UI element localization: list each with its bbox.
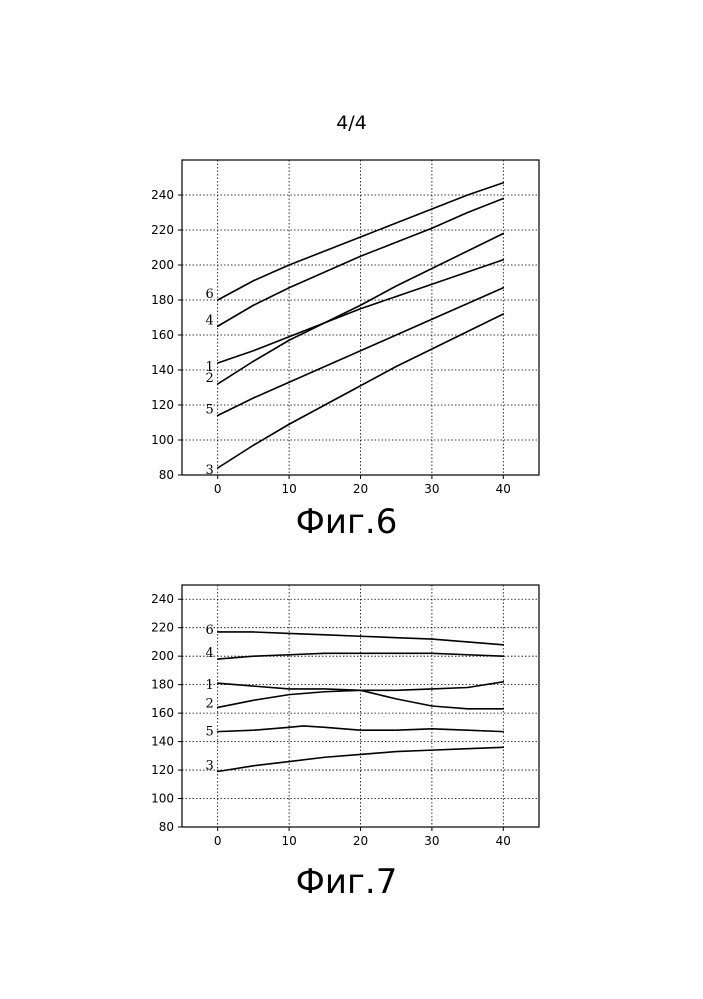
series-label-2: 2 (206, 696, 214, 711)
y-tick-label: 240 (151, 592, 174, 606)
series-label-6: 6 (206, 623, 214, 638)
x-tick-label: 0 (214, 834, 222, 848)
x-tick-label: 20 (353, 834, 368, 848)
figure-caption-7: Фиг.7 (0, 862, 698, 902)
y-tick-label: 180 (151, 678, 174, 692)
series-label-3: 3 (206, 758, 214, 773)
y-tick-label: 220 (151, 621, 174, 635)
x-tick-label: 40 (496, 834, 511, 848)
y-tick-label: 200 (151, 649, 174, 663)
series-label-1: 1 (206, 678, 214, 693)
series-label-5: 5 (206, 725, 214, 740)
y-tick-label: 160 (151, 706, 174, 720)
x-tick-label: 30 (424, 834, 439, 848)
chart-fig7: 80 100 120 140 160 180 200 220 240 0 10 20 30 40 1 2 3 4 5… (0, 0, 703, 860)
series-label-4: 4 (206, 646, 214, 661)
y-tick-label: 100 (151, 792, 174, 806)
y-tick-label: 120 (151, 763, 174, 777)
y-tick-label: 80 (159, 820, 174, 834)
x-tick-label: 10 (281, 834, 296, 848)
y-tick-label: 140 (151, 735, 174, 749)
